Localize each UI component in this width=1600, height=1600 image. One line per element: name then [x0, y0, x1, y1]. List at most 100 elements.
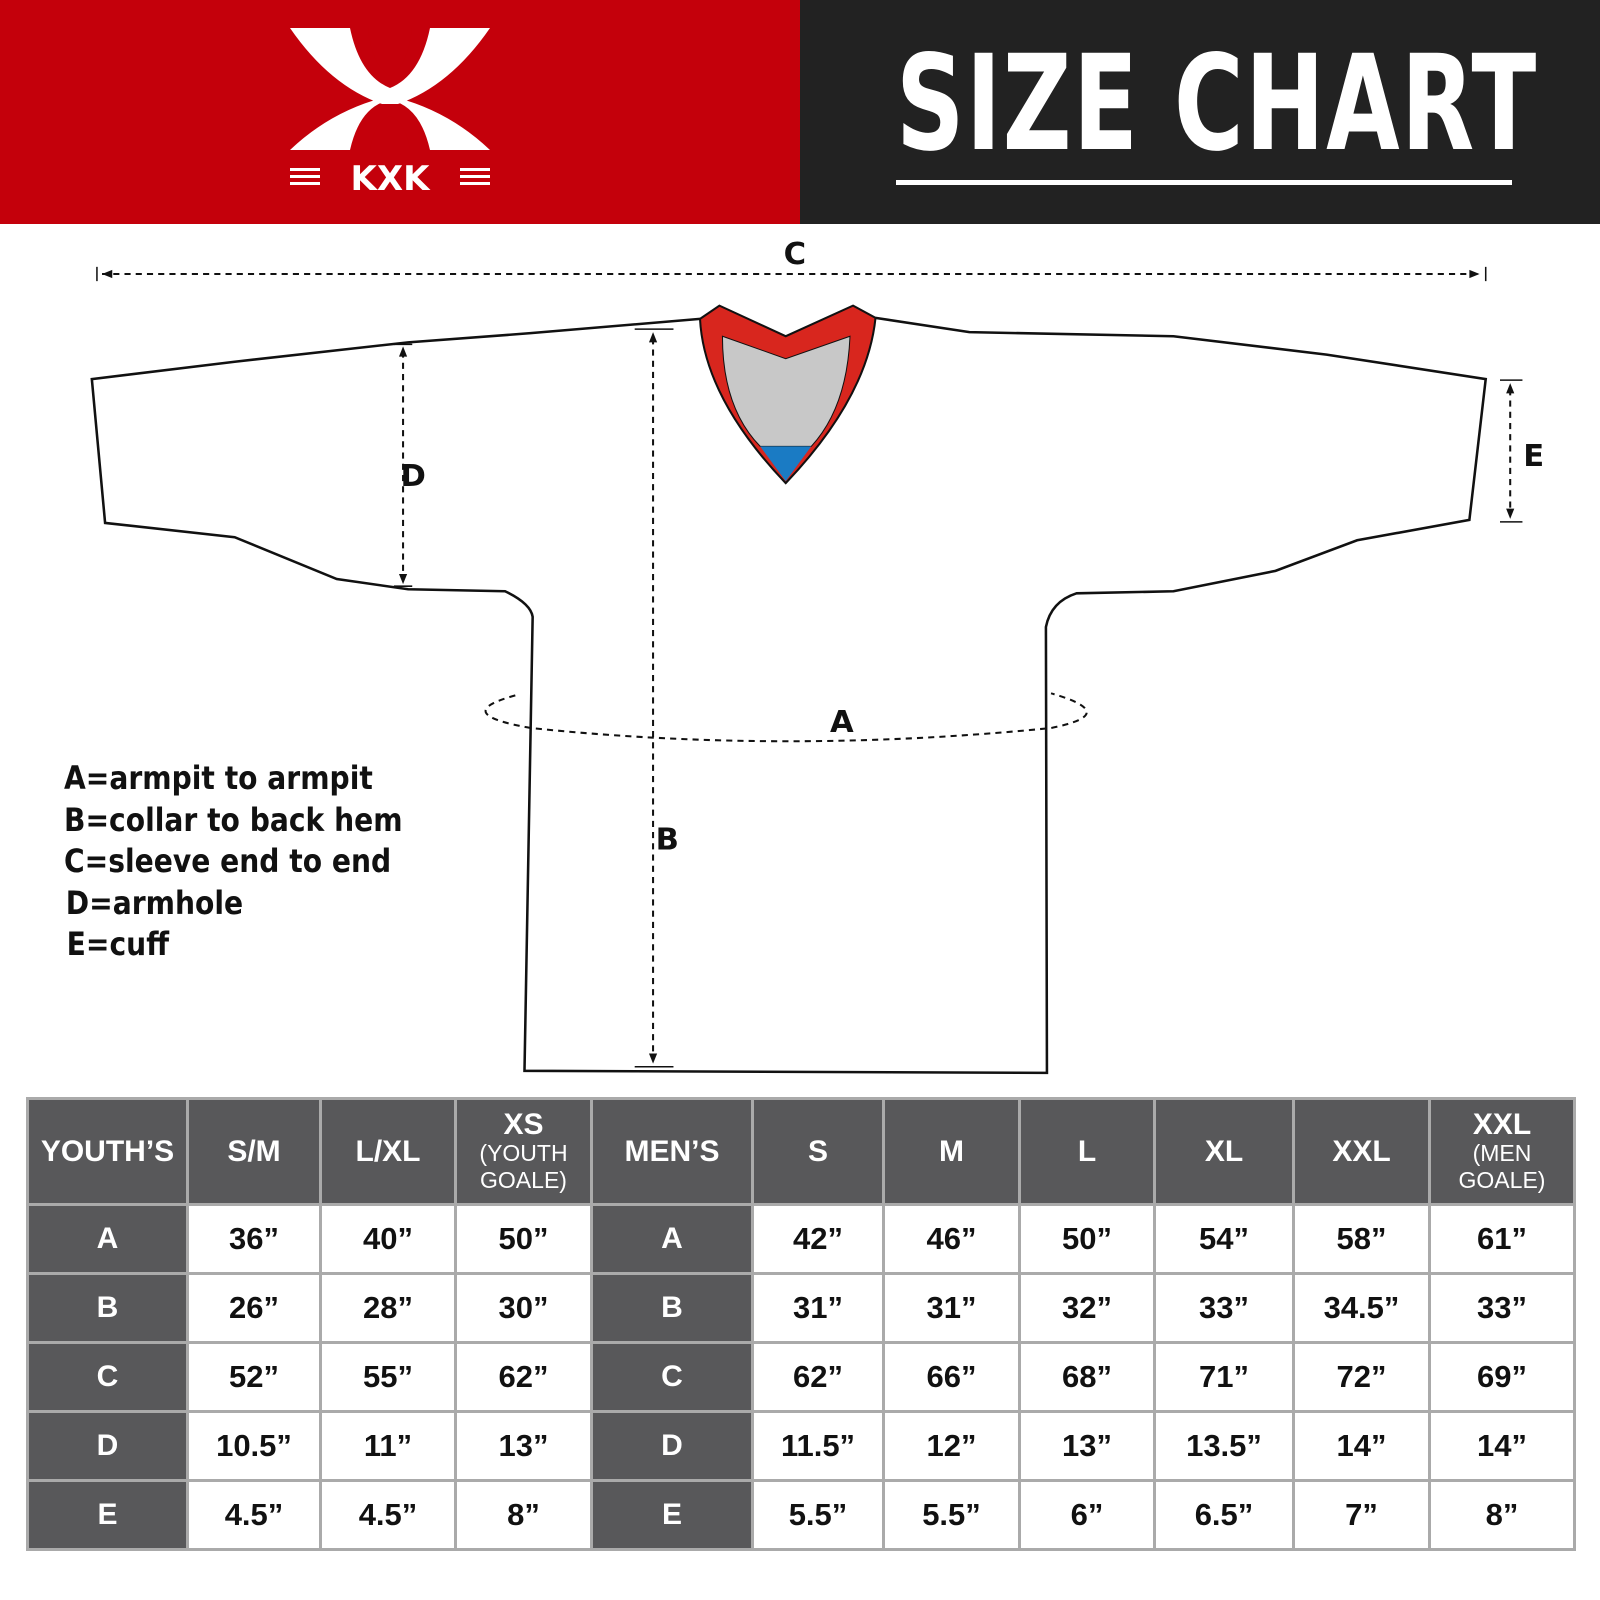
table-cell: 58”: [1292, 1203, 1431, 1275]
table-cell: 62”: [454, 1341, 593, 1413]
page-title: SIZE CHART: [896, 27, 1538, 181]
table-cell: 46”: [882, 1203, 1021, 1275]
table-cell: 32”: [1018, 1272, 1156, 1344]
size-label: XS: [503, 1107, 544, 1141]
table-cell: 10.5”: [186, 1410, 322, 1482]
size-sublabel: (YOUTH GOALE): [479, 1139, 568, 1193]
men-size-header: XXL: [1292, 1097, 1431, 1206]
size-label: XXL: [1472, 1107, 1532, 1141]
title-banner: [800, 0, 1600, 224]
table-cell: 8”: [454, 1479, 593, 1551]
size-label: M: [939, 1134, 964, 1168]
table-cell: 69”: [1428, 1341, 1576, 1413]
label-c: C: [784, 237, 806, 272]
table-row: D 10.5” 11” 13” D 11.5” 12” 13” 13.5” 14” 14”: [26, 1410, 1576, 1482]
row-label: D: [26, 1410, 189, 1482]
table-cell: 34.5”: [1292, 1272, 1431, 1344]
table-cell: 61”: [1428, 1203, 1576, 1275]
men-size-header: XL: [1153, 1097, 1295, 1206]
label-d: D: [401, 459, 426, 494]
table-cell: 54”: [1153, 1203, 1295, 1275]
table-cell: 11”: [319, 1410, 457, 1482]
size-label: L: [1077, 1134, 1097, 1168]
row-label: A: [590, 1203, 754, 1275]
label-b: B: [656, 822, 679, 857]
table-cell: 4.5”: [186, 1479, 322, 1551]
table-cell: 6”: [1018, 1479, 1156, 1551]
size-label: XXL: [1332, 1134, 1391, 1168]
row-label: E: [26, 1479, 189, 1551]
table-cell: 30”: [454, 1272, 593, 1344]
size-label: S/M: [227, 1134, 281, 1168]
size-label: XL: [1204, 1134, 1244, 1168]
table-cell: 13”: [454, 1410, 593, 1482]
men-size-header: L: [1018, 1097, 1156, 1206]
table-cell: 13.5”: [1153, 1410, 1295, 1482]
legend-item: D=armhole: [65, 883, 244, 922]
youth-size-header: XS (YOUTH GOALE): [454, 1097, 593, 1206]
table-cell: 50”: [1018, 1203, 1156, 1275]
table-cell: 5.5”: [751, 1479, 885, 1551]
table-cell: 6.5”: [1153, 1479, 1295, 1551]
table-cell: 62”: [751, 1341, 885, 1413]
men-header: MEN’S: [590, 1097, 754, 1206]
legend-item: A=armpit to armpit: [64, 759, 373, 797]
table-cell: 72”: [1292, 1341, 1431, 1413]
table-cell: 13”: [1018, 1410, 1156, 1482]
jersey-outline: [90, 316, 1488, 1075]
table-cell: 36”: [186, 1203, 322, 1275]
table-cell: 8”: [1428, 1479, 1576, 1551]
label-a: A: [830, 705, 854, 740]
table-cell: 5.5”: [882, 1479, 1021, 1551]
svg-text:KXK: KXK: [351, 159, 432, 198]
table-cell: 50”: [454, 1203, 593, 1275]
table-cell: 4.5”: [319, 1479, 457, 1551]
row-label: B: [590, 1272, 754, 1344]
youth-size-header: L/XL: [319, 1097, 457, 1206]
row-label: D: [590, 1410, 754, 1482]
table-cell: 55”: [319, 1341, 457, 1413]
table-cell: 12”: [882, 1410, 1021, 1482]
table-cell: 42”: [751, 1203, 885, 1275]
table-row: C 52” 55” 62” C 62” 66” 68” 71” 72” 69”: [26, 1341, 1576, 1413]
table-cell: 33”: [1153, 1272, 1295, 1344]
size-sublabel: (MEN GOALE): [1458, 1139, 1546, 1193]
table-cell: 31”: [751, 1272, 885, 1344]
measurement-legend: A=armpit to armpit B=collar to back hem …: [64, 758, 403, 966]
jersey-diagram: C D B E A: [90, 237, 1544, 1075]
youth-size-header: S/M: [186, 1097, 322, 1206]
men-size-header: M: [882, 1097, 1021, 1206]
table-cell: 31”: [882, 1272, 1021, 1344]
table-cell: 14”: [1292, 1410, 1431, 1482]
size-table: YOUTH’S S/M L/XL XS (YOUTH GOALE) MEN’S S M L XL X…: [26, 1097, 1576, 1551]
table-cell: 11.5”: [751, 1410, 885, 1482]
table-cell: 52”: [186, 1341, 322, 1413]
youth-header: YOUTH’S: [26, 1097, 189, 1206]
size-label: YOUTH’S: [40, 1134, 175, 1168]
label-e: E: [1523, 439, 1544, 474]
row-label: E: [590, 1479, 754, 1551]
size-label: MEN’S: [624, 1134, 720, 1168]
table-row: E 4.5” 4.5” 8” E 5.5” 5.5” 6” 6.5” 7” 8”: [26, 1479, 1576, 1551]
men-size-header: XXL (MEN GOALE): [1428, 1097, 1576, 1206]
table-cell: 66”: [882, 1341, 1021, 1413]
table-cell: 33”: [1428, 1272, 1576, 1344]
row-label: C: [26, 1341, 189, 1413]
legend-item: E=cuff: [66, 925, 170, 963]
table-cell: 28”: [319, 1272, 457, 1344]
row-label: B: [26, 1272, 189, 1344]
table-cell: 7”: [1292, 1479, 1431, 1551]
row-label: C: [590, 1341, 754, 1413]
legend-item: C=sleeve end to end: [64, 842, 392, 880]
title-underline: [896, 180, 1512, 185]
row-label: A: [26, 1203, 189, 1275]
men-size-header: S: [751, 1097, 885, 1206]
kxk-logo: KXK: [290, 28, 490, 198]
table-cell: 71”: [1153, 1341, 1295, 1413]
legend-item: B=collar to back hem: [64, 800, 403, 839]
table-cell: 68”: [1018, 1341, 1156, 1413]
table-cell: 26”: [186, 1272, 322, 1344]
table-row: B 26” 28” 30” B 31” 31” 32” 33” 34.5” 33”: [26, 1272, 1576, 1344]
size-label: L/XL: [355, 1134, 421, 1168]
table-cell: 14”: [1428, 1410, 1576, 1482]
